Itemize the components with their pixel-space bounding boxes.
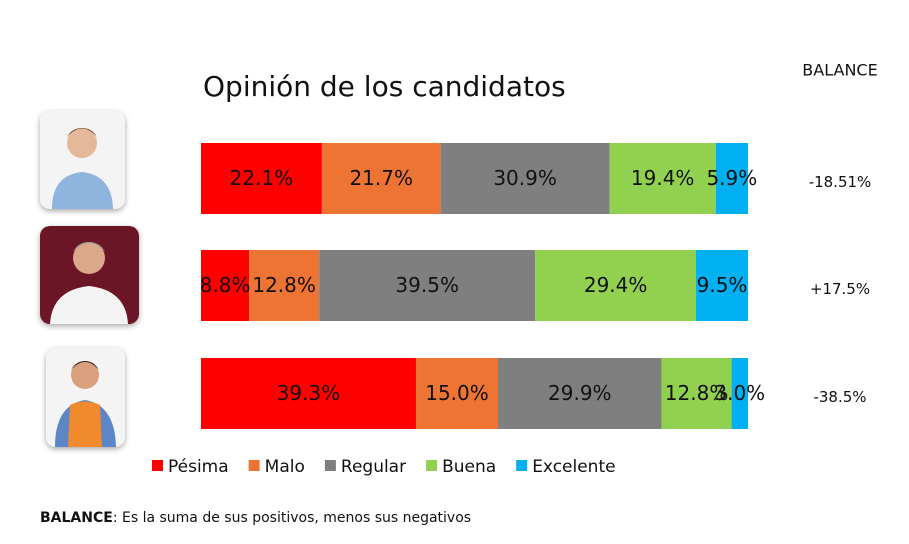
balance-value: -18.51% xyxy=(809,173,872,191)
bar-segment xyxy=(731,358,748,429)
value-label: 22.1% xyxy=(230,166,294,190)
bar-segment xyxy=(440,143,610,214)
legend-label: Buena xyxy=(442,457,496,477)
balance-value: -38.5% xyxy=(813,388,866,406)
bar-segment xyxy=(321,143,441,214)
value-label: 12.8% xyxy=(665,381,729,405)
value-label: 5.9% xyxy=(706,166,757,190)
footnote: BALANCE: Es la suma de sus positivos, me… xyxy=(40,510,471,526)
value-label: 39.3% xyxy=(277,381,341,405)
value-label: 30.9% xyxy=(493,166,557,190)
bar-segment xyxy=(609,143,716,214)
photo xyxy=(40,111,125,209)
value-label: 19.4% xyxy=(631,166,695,190)
value-label: 21.7% xyxy=(349,166,413,190)
bar-segment xyxy=(319,250,536,321)
value-label: 3.0% xyxy=(714,381,765,405)
legend-label: Malo xyxy=(265,457,305,477)
bar-segment xyxy=(498,358,662,429)
bar-segment xyxy=(201,358,416,429)
bar-segment xyxy=(201,143,322,214)
value-label: 39.5% xyxy=(395,273,459,297)
value-label: 9.5% xyxy=(697,273,748,297)
bar-segment xyxy=(201,250,250,321)
bar-segment xyxy=(415,358,499,429)
legend-label: Regular xyxy=(341,457,406,477)
bar-segment xyxy=(661,358,732,429)
photo xyxy=(40,226,139,324)
value-label: 29.4% xyxy=(584,273,648,297)
legend-label: Pésima xyxy=(168,457,229,477)
legend-swatch xyxy=(426,460,438,471)
footnote-label: BALANCE xyxy=(40,510,113,526)
legend-label: Excelente xyxy=(532,457,615,477)
legend-swatch xyxy=(516,460,528,471)
balance-title: BALANCE xyxy=(802,61,877,80)
balance-value: +17.5% xyxy=(810,280,870,298)
footnote-text: : Es la suma de sus positivos, menos sus… xyxy=(113,510,471,526)
value-label: 15.0% xyxy=(425,381,489,405)
bar-segment xyxy=(535,250,697,321)
bar-segment xyxy=(715,143,748,214)
value-label: 29.9% xyxy=(548,381,612,405)
bar-segment xyxy=(249,250,320,321)
photo xyxy=(46,348,125,447)
legend-swatch xyxy=(248,460,260,471)
legend-swatch xyxy=(152,460,163,471)
value-label: 12.8% xyxy=(252,273,316,297)
chart-title: Opinión de los candidatos xyxy=(203,70,566,103)
legend-swatch xyxy=(324,460,336,471)
bar-segment xyxy=(696,250,748,321)
value-label: 8.8% xyxy=(200,273,251,297)
